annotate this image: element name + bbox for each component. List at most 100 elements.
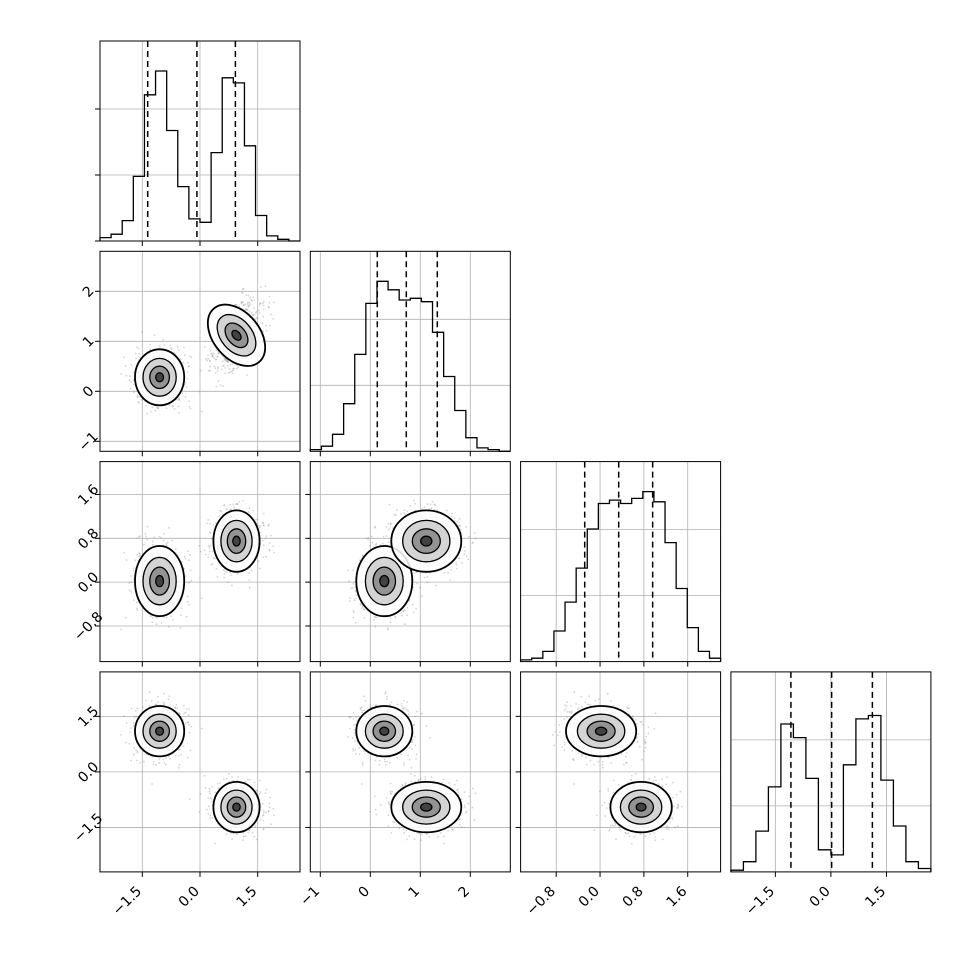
y-tick-label: −0.8 <box>71 609 106 644</box>
scatter-point <box>262 556 265 559</box>
scatter-point <box>235 833 238 836</box>
scatter-point <box>136 346 138 348</box>
scatter-point <box>227 361 230 364</box>
scatter-point <box>403 512 405 515</box>
scatter-point <box>184 557 187 560</box>
scatter-point <box>170 348 173 351</box>
y-tick-label: 1.6 <box>75 482 102 509</box>
scatter-point <box>272 807 275 810</box>
scatter-point <box>156 617 159 619</box>
scatter-point <box>180 614 182 617</box>
scatter-point <box>246 374 248 376</box>
scatter-point <box>348 600 351 602</box>
scatter-point <box>226 360 229 363</box>
scatter-point <box>143 543 145 546</box>
scatter-point <box>449 579 452 581</box>
scatter-point <box>242 288 244 291</box>
scatter-point <box>229 571 232 574</box>
scatter-point <box>258 567 261 570</box>
scatter-point <box>180 753 182 756</box>
scatter-point <box>249 303 252 306</box>
scatter-point <box>270 823 272 826</box>
scatter-point <box>223 573 226 575</box>
scatter-point <box>261 539 264 542</box>
scatter-point <box>215 568 218 570</box>
scatter-point <box>226 359 229 362</box>
scatter-point <box>199 369 202 372</box>
scatter-point <box>273 551 275 554</box>
scatter-point <box>248 572 251 574</box>
scatter-point <box>351 587 354 589</box>
grid-lines <box>100 671 300 872</box>
scatter-point <box>151 540 154 543</box>
scatter-point <box>214 367 217 370</box>
scatter-point <box>261 322 264 325</box>
scatter-point <box>214 371 217 374</box>
scatter-point <box>135 749 137 751</box>
scatter-panel-2-0: −0.80.00.81.6 <box>71 461 301 667</box>
scatter-point <box>130 575 132 577</box>
scatter-point <box>208 546 211 549</box>
scatter-point <box>132 567 135 570</box>
scatter-point <box>220 368 223 371</box>
scatter-point <box>230 574 233 577</box>
scatter-point <box>174 706 177 709</box>
scatter-point <box>238 500 241 503</box>
scatter-point <box>177 405 180 408</box>
scatter-point <box>155 616 158 619</box>
scatter-point <box>244 303 247 306</box>
scatter-point <box>138 402 141 404</box>
scatter-point <box>246 302 249 305</box>
scatter-point <box>146 525 149 528</box>
scatter-point <box>185 386 188 388</box>
scatter-point <box>251 299 253 302</box>
scatter-point <box>270 313 272 316</box>
scatter-point <box>139 761 141 764</box>
scatter-point <box>186 378 189 380</box>
scatter-point <box>355 594 358 596</box>
scatter-point <box>125 722 128 724</box>
scatter-point <box>244 835 247 838</box>
scatter-point <box>133 599 135 601</box>
scatter-point <box>247 511 250 513</box>
scatter-point <box>216 782 219 785</box>
scatter-point <box>245 308 247 311</box>
scatter-point <box>178 411 180 414</box>
scatter-point <box>120 734 122 736</box>
scatter-point <box>165 757 167 759</box>
scatter-point <box>209 369 211 372</box>
scatter-point <box>189 407 192 410</box>
scatter-point <box>259 525 262 527</box>
scatter-point <box>211 352 213 355</box>
scatter-point <box>352 583 355 585</box>
scatter-point <box>414 502 416 505</box>
scatter-point <box>353 599 356 602</box>
scatter-panel-3-0: −1.5 0.0 1.5−1.50.01.5 <box>71 671 301 919</box>
scatter-point <box>251 313 254 316</box>
scatter-point <box>247 306 250 308</box>
scatter-point <box>169 344 171 347</box>
scatter-point <box>209 349 212 352</box>
scatter-point <box>467 558 470 561</box>
scatter-point <box>349 597 351 599</box>
scatter-point <box>187 550 189 553</box>
scatter-point <box>265 329 268 332</box>
scatter-point <box>198 810 201 813</box>
scatter-point <box>227 581 229 584</box>
scatter-point <box>169 758 171 760</box>
scatter-point <box>213 365 216 368</box>
scatter-point <box>146 538 148 541</box>
scatter-point <box>211 800 213 803</box>
scatter-point <box>255 518 258 521</box>
scatter-point <box>211 563 214 565</box>
scatter-point <box>273 301 275 304</box>
scatter-point <box>253 299 256 301</box>
scatter-point <box>451 512 454 515</box>
scatter-point <box>137 400 140 403</box>
scatter-point <box>389 621 392 624</box>
scatter-point <box>236 503 239 505</box>
scatter-point <box>458 518 461 520</box>
scatter-point <box>416 582 418 585</box>
scatter-point <box>211 817 214 819</box>
